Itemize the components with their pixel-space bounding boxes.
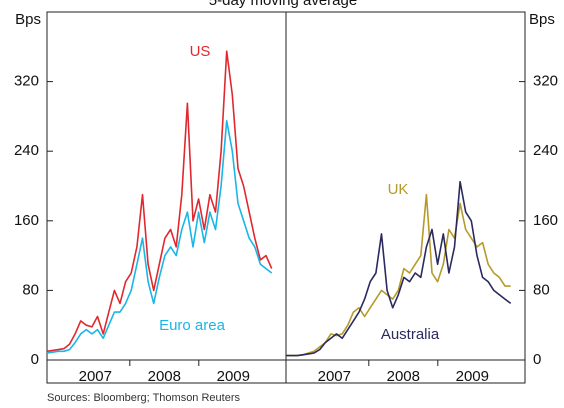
series-label: UK bbox=[388, 181, 409, 198]
y-tick-label: 0 bbox=[31, 351, 39, 368]
x-tick-label: 2007 bbox=[79, 368, 112, 385]
x-tick-label: 2007 bbox=[318, 368, 351, 385]
series-label: Australia bbox=[381, 326, 440, 343]
y-tick-label: 160 bbox=[14, 212, 39, 229]
y-axis-label: Bps bbox=[15, 11, 41, 28]
y-tick-label: 0 bbox=[533, 351, 541, 368]
y-tick-label: 240 bbox=[14, 142, 39, 159]
y-axis-label: Bps bbox=[529, 11, 555, 28]
y-tick-label: 240 bbox=[533, 142, 558, 159]
x-tick-label: 2008 bbox=[148, 368, 181, 385]
series-label: Euro area bbox=[159, 317, 226, 334]
series-line bbox=[286, 180, 512, 357]
series-line bbox=[46, 120, 273, 354]
y-tick-label: 160 bbox=[533, 212, 558, 229]
chart-subtitle: 5-day moving average bbox=[209, 0, 357, 9]
x-tick-label: 2009 bbox=[456, 368, 489, 385]
y-tick-label: 320 bbox=[14, 73, 39, 90]
y-tick-label: 80 bbox=[533, 281, 550, 298]
x-tick-label: 2009 bbox=[217, 368, 250, 385]
series-label: US bbox=[190, 43, 211, 60]
series-line bbox=[46, 50, 273, 353]
source-note: Sources: Bloomberg; Thomson Reuters bbox=[47, 392, 240, 404]
y-tick-label: 320 bbox=[533, 73, 558, 90]
y-tick-label: 80 bbox=[22, 281, 39, 298]
x-tick-label: 2008 bbox=[387, 368, 420, 385]
